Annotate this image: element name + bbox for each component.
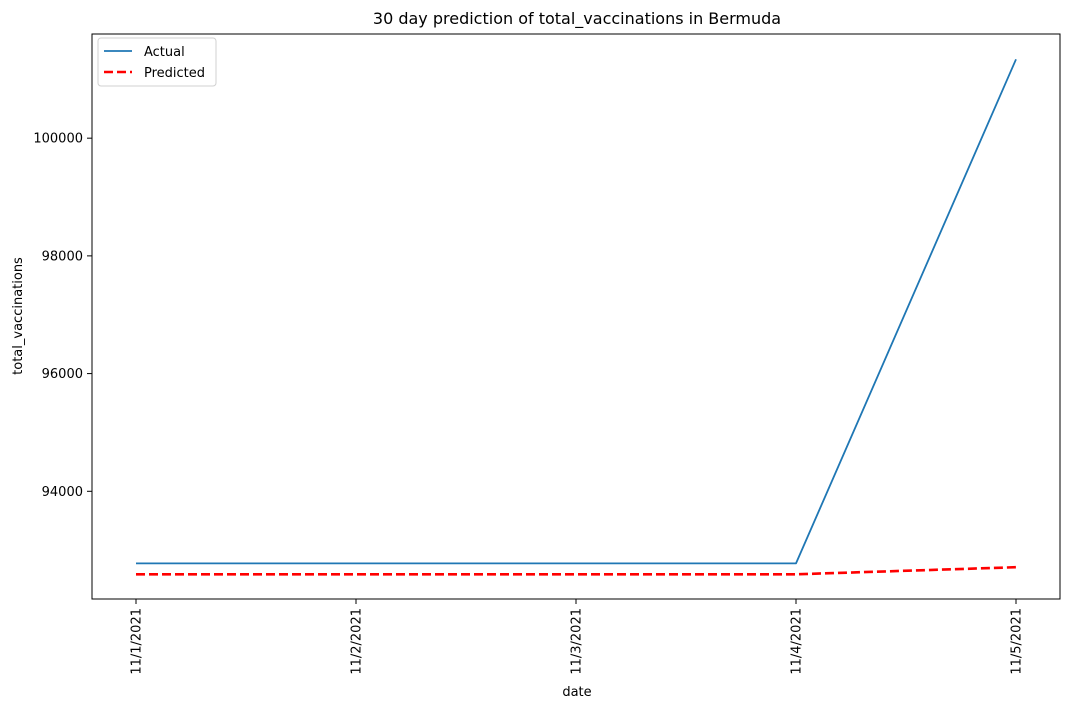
y-axis-title: total_vaccinations — [11, 257, 26, 375]
series-layer — [136, 58, 1017, 576]
y-tick-label: 100000 — [33, 132, 83, 147]
x-tick-label: 11/2/2021 — [350, 608, 365, 675]
x-tick-label: 11/5/2021 — [1010, 608, 1025, 675]
series-line-actual — [136, 58, 1017, 565]
y-axis: 94000 96000 98000 100000 — [33, 132, 92, 500]
legend-label-predicted: Predicted — [144, 66, 205, 81]
plot-area — [91, 33, 1061, 600]
y-tick-label: 98000 — [42, 249, 83, 264]
y-tick-label: 94000 — [42, 485, 83, 500]
x-axis: 11/1/2021 11/2/2021 11/3/2021 11/4/2021 11/5… — [130, 599, 1025, 675]
legend: Actual Predicted — [97, 37, 217, 87]
y-tick-label: 96000 — [42, 367, 83, 382]
series-line-predicted — [136, 565, 1017, 576]
chart-title: 30 day prediction of total_vaccinations … — [373, 9, 781, 29]
x-tick-label: 11/1/2021 — [130, 608, 145, 675]
x-axis-title: date — [562, 685, 591, 700]
legend-box — [97, 37, 217, 87]
x-tick-label: 11/3/2021 — [570, 608, 585, 675]
x-tick-label: 11/4/2021 — [790, 608, 805, 675]
legend-label-actual: Actual — [144, 45, 185, 60]
